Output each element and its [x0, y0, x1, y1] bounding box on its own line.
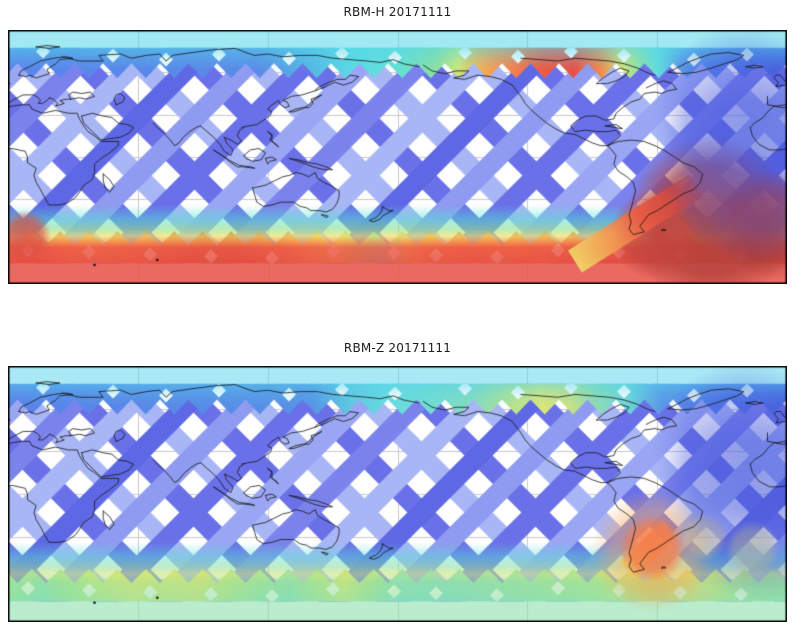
panel2-title: RBM-Z 20171111	[343, 341, 452, 355]
panel2-map-rbm-z	[8, 366, 787, 622]
panel1-map-rbm-h	[8, 30, 787, 284]
panel1-title: RBM-H 20171111	[343, 5, 452, 19]
